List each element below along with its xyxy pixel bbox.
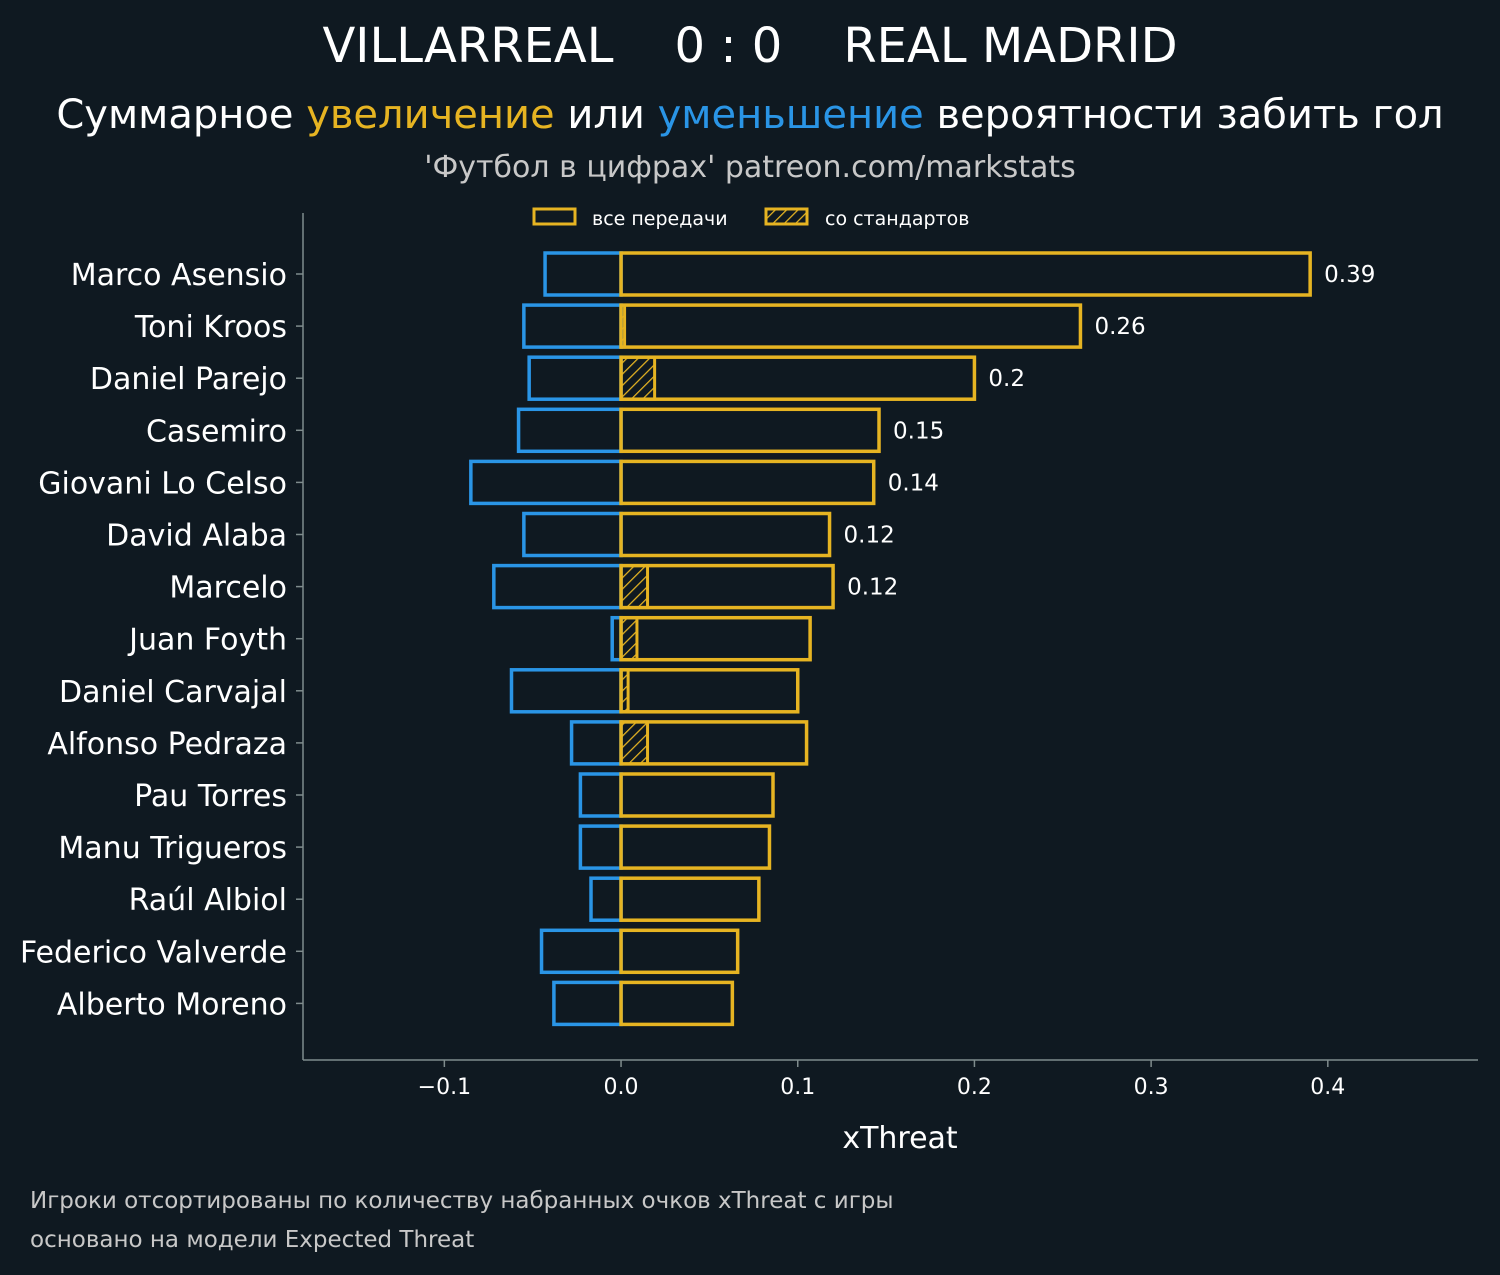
home-team: VILLARREAL (322, 18, 614, 74)
legend-hatched-swatch (764, 207, 809, 226)
increase-bar (619, 511, 832, 558)
decrease-bar (492, 563, 623, 610)
chart-title: VILLARREAL 0 : 0 REAL MADRID (0, 18, 1500, 74)
legend: все передачи со стандартов (532, 207, 969, 230)
y-tick-label: Toni Kroos (134, 310, 287, 345)
value-label: 0.26 (1094, 314, 1145, 340)
y-tick-label: Federico Valverde (20, 935, 287, 970)
set-piece-bar (619, 564, 650, 610)
chart-subtitle: Суммарное увеличение или уменьшение веро… (0, 92, 1500, 138)
increase-bar (619, 459, 876, 506)
subtitle-increase-word: увеличение (306, 92, 555, 138)
y-tick-label: David Alaba (106, 519, 287, 554)
decrease-bar (552, 980, 623, 1027)
subtitle-part1: Суммарное (56, 92, 307, 138)
increase-bar (619, 303, 1083, 349)
match-score: 0 : 0 (674, 18, 783, 74)
set-piece-bar (619, 720, 650, 766)
credit-line: 'Футбол в цифрах' patreon.com/markstats (424, 150, 1076, 185)
decrease-bar (469, 459, 623, 506)
decrease-bar (522, 303, 623, 349)
legend-label-all-passes: все передачи (592, 208, 728, 230)
decrease-bar (516, 407, 623, 454)
subtitle-part3: вероятности забить гол (923, 92, 1444, 138)
value-label: 0.39 (1324, 262, 1375, 288)
x-tick-label: 0.4 (1310, 1075, 1345, 1100)
increase-bar (619, 668, 800, 714)
decrease-bar (569, 720, 623, 766)
y-tick-label: Marcelo (169, 571, 287, 606)
increase-bar (619, 980, 735, 1027)
y-tick-label: Pau Torres (134, 779, 287, 814)
y-tick-label: Manu Trigueros (58, 831, 287, 866)
increase-bar (619, 407, 881, 454)
subtitle-part2: или (554, 92, 658, 138)
set-piece-bar (619, 355, 657, 401)
increase-bar (619, 928, 740, 975)
decrease-bar (522, 511, 623, 558)
y-tick-label: Daniel Parejo (90, 362, 287, 397)
away-team: REAL MADRID (843, 18, 1178, 74)
decrease-bar (509, 668, 623, 714)
y-tick-label: Raúl Albiol (129, 883, 287, 918)
y-tick-label: Alberto Moreno (57, 987, 287, 1022)
value-label: 0.12 (844, 523, 895, 549)
y-tick-label: Daniel Carvajal (59, 675, 287, 710)
increase-bar (619, 720, 809, 766)
increase-bar (619, 251, 1312, 297)
y-tick-label: Marco Asensio (71, 258, 287, 293)
x-tick-label: −0.1 (418, 1075, 471, 1100)
value-label: 0.15 (893, 418, 944, 444)
increase-bar (619, 615, 812, 662)
x-tick-label: 0.0 (604, 1075, 639, 1100)
x-tick-label: 0.2 (957, 1075, 992, 1100)
subtitle-decrease-word: уменьшение (657, 92, 924, 138)
increase-bar (619, 563, 835, 610)
value-label: 0.12 (847, 575, 898, 601)
increase-bar (619, 876, 761, 922)
decrease-bar (527, 355, 623, 401)
decrease-bar (578, 824, 623, 870)
increase-bar (619, 824, 772, 870)
value-label: 0.14 (888, 470, 939, 496)
set-piece-bar (619, 616, 639, 662)
decrease-bar (543, 251, 623, 297)
plot-area: −0.1 0.0 0.1 0.2 0.3 0.4 Marco Asensio 0.39 Toni… (20, 213, 1478, 1100)
value-label: 0.2 (988, 366, 1025, 392)
x-tick-label: 0.3 (1134, 1075, 1169, 1100)
y-tick-label: Alfonso Pedraza (47, 727, 287, 762)
decrease-bar (539, 928, 623, 975)
decrease-bar (589, 876, 623, 922)
increase-bar (619, 772, 775, 818)
increase-bar (619, 355, 977, 401)
x-axis-label: xThreat (842, 1121, 958, 1156)
y-tick-label: Juan Foyth (127, 623, 287, 658)
decrease-bar (578, 772, 623, 818)
y-tick-label: Giovani Lo Celso (38, 466, 287, 501)
footnote-model: основано на модели Expected Threat (30, 1227, 475, 1253)
footnote-sorting: Игроки отсортированы по количеству набра… (30, 1188, 894, 1214)
legend-outline-swatch (532, 207, 577, 226)
legend-label-set-pieces: со стандартов (825, 208, 969, 230)
y-tick-label: Casemiro (146, 414, 287, 449)
x-tick-label: 0.1 (780, 1075, 815, 1100)
